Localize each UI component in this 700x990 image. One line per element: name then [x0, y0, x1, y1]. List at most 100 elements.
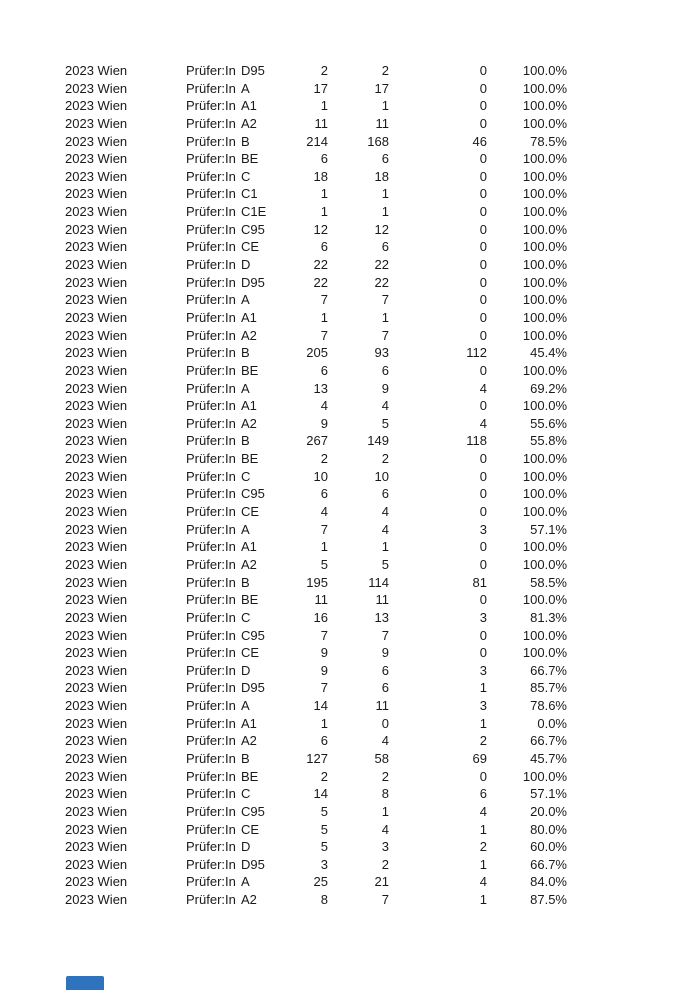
cell-license-category: A: [241, 292, 250, 308]
cell-total: 7: [320, 680, 328, 696]
cell-passed: 4: [381, 504, 389, 520]
cell-total: 1: [320, 715, 328, 731]
cell-examiner: Prüfer:In: [186, 750, 236, 766]
cell-examiner: Prüfer:In: [186, 451, 236, 467]
cell-pass-rate: 100.0%: [522, 539, 567, 555]
cell-passed: 10: [374, 468, 389, 484]
cell-examiner: Prüfer:In: [186, 327, 236, 343]
cell-pass-rate: 85.7%: [530, 680, 567, 696]
cell-passed: 11: [375, 698, 390, 714]
cell-passed: 7: [381, 627, 389, 643]
cell-examiner: Prüfer:In: [186, 821, 236, 837]
cell-total: 16: [313, 609, 328, 625]
cell-passed: 11: [375, 115, 390, 131]
cell-examiner: Prüfer:In: [186, 715, 236, 731]
cell-year-region: 2023 Wien: [65, 451, 128, 467]
cell-failed: 0: [479, 168, 487, 184]
cell-license-category: B: [241, 750, 250, 766]
cell-license-category: A2: [241, 892, 257, 908]
cell-examiner: Prüfer:In: [186, 221, 236, 237]
cell-examiner: Prüfer:In: [186, 204, 236, 220]
table-row: 2023 Wien Prüfer:In A2 5 5 0 100.0%: [65, 556, 567, 574]
cell-total: 11: [314, 592, 329, 608]
cell-total: 214: [306, 133, 328, 149]
table-row: 2023 Wien Prüfer:In A2 7 7 0 100.0%: [65, 327, 567, 345]
cell-examiner: Prüfer:In: [186, 486, 236, 502]
cell-pass-rate: 100.0%: [522, 327, 567, 343]
cell-total: 1: [320, 186, 328, 202]
cell-passed: 22: [374, 257, 389, 273]
cell-year-region: 2023 Wien: [65, 504, 128, 520]
table-row: 2023 Wien Prüfer:In B 127 58 69 45.7%: [65, 750, 567, 768]
cell-pass-rate: 55.6%: [530, 415, 567, 431]
cell-year-region: 2023 Wien: [65, 645, 128, 661]
cell-passed: 114: [368, 574, 389, 590]
cell-pass-rate: 0.0%: [537, 715, 567, 731]
cell-year-region: 2023 Wien: [65, 539, 128, 555]
cell-examiner: Prüfer:In: [186, 645, 236, 661]
cell-total: 1: [320, 204, 328, 220]
cell-examiner: Prüfer:In: [186, 151, 236, 167]
cell-failed: 81: [472, 574, 487, 590]
cell-passed: 7: [381, 892, 389, 908]
cell-license-category: A2: [241, 556, 257, 572]
cell-license-category: C95: [241, 486, 265, 502]
cell-license-category: C: [241, 786, 251, 802]
cell-pass-rate: 57.1%: [530, 521, 567, 537]
cell-year-region: 2023 Wien: [65, 839, 128, 855]
cell-license-category: A: [241, 380, 250, 396]
table-row: 2023 Wien Prüfer:In C 16 13 3 81.3%: [65, 609, 567, 627]
cell-license-category: C: [241, 609, 251, 625]
cell-total: 2: [320, 451, 328, 467]
cell-failed: 0: [479, 592, 487, 608]
cell-examiner: Prüfer:In: [186, 80, 236, 96]
cell-total: 7: [320, 521, 328, 537]
cell-pass-rate: 100.0%: [522, 398, 567, 414]
cell-license-category: CE: [241, 239, 260, 255]
cell-total: 195: [306, 574, 328, 590]
cell-passed: 6: [381, 486, 389, 502]
cell-total: 1: [320, 309, 328, 325]
cell-year-region: 2023 Wien: [65, 874, 128, 890]
cell-examiner: Prüfer:In: [186, 698, 236, 714]
cell-year-region: 2023 Wien: [65, 327, 128, 343]
cell-failed: 46: [472, 133, 487, 149]
table-row: 2023 Wien Prüfer:In A2 8 7 1 87.5%: [65, 891, 567, 909]
cell-total: 17: [313, 80, 328, 96]
cell-license-category: A2: [241, 327, 257, 343]
cell-total: 14: [313, 786, 328, 802]
cell-examiner: Prüfer:In: [186, 168, 236, 184]
cell-license-category: D95: [241, 856, 265, 872]
cell-failed: 0: [479, 257, 487, 273]
cell-total: 7: [320, 627, 328, 643]
cell-license-category: BE: [241, 151, 259, 167]
cell-year-region: 2023 Wien: [65, 115, 128, 131]
table-row: 2023 Wien Prüfer:In CE 9 9 0 100.0%: [65, 644, 567, 662]
cell-failed: 1: [479, 821, 487, 837]
cell-pass-rate: 100.0%: [522, 115, 567, 131]
horizontal-scrollbar-thumb[interactable]: [66, 976, 104, 990]
table-row: 2023 Wien Prüfer:In CE 5 4 1 80.0%: [65, 821, 567, 839]
cell-total: 22: [313, 257, 328, 273]
cell-total: 22: [313, 274, 328, 290]
table-row: 2023 Wien Prüfer:In BE 6 6 0 100.0%: [65, 150, 567, 168]
table-row: 2023 Wien Prüfer:In D 9 6 3 66.7%: [65, 662, 567, 680]
table-row: 2023 Wien Prüfer:In B 195 114 81 58.5%: [65, 574, 567, 592]
cell-examiner: Prüfer:In: [186, 539, 236, 555]
table-row: 2023 Wien Prüfer:In C 14 8 6 57.1%: [65, 785, 567, 803]
cell-year-region: 2023 Wien: [65, 680, 128, 696]
cell-pass-rate: 55.8%: [530, 433, 567, 449]
cell-year-region: 2023 Wien: [65, 750, 128, 766]
cell-failed: 118: [466, 433, 487, 449]
cell-license-category: D95: [241, 680, 265, 696]
cell-examiner: Prüfer:In: [186, 839, 236, 855]
cell-license-category: C95: [241, 803, 265, 819]
cell-license-category: D: [241, 662, 251, 678]
cell-passed: 149: [367, 433, 389, 449]
cell-total: 267: [306, 433, 328, 449]
cell-total: 5: [320, 839, 328, 855]
cell-license-category: B: [241, 574, 250, 590]
cell-year-region: 2023 Wien: [65, 80, 128, 96]
cell-passed: 2: [381, 63, 389, 78]
cell-pass-rate: 100.0%: [522, 362, 567, 378]
